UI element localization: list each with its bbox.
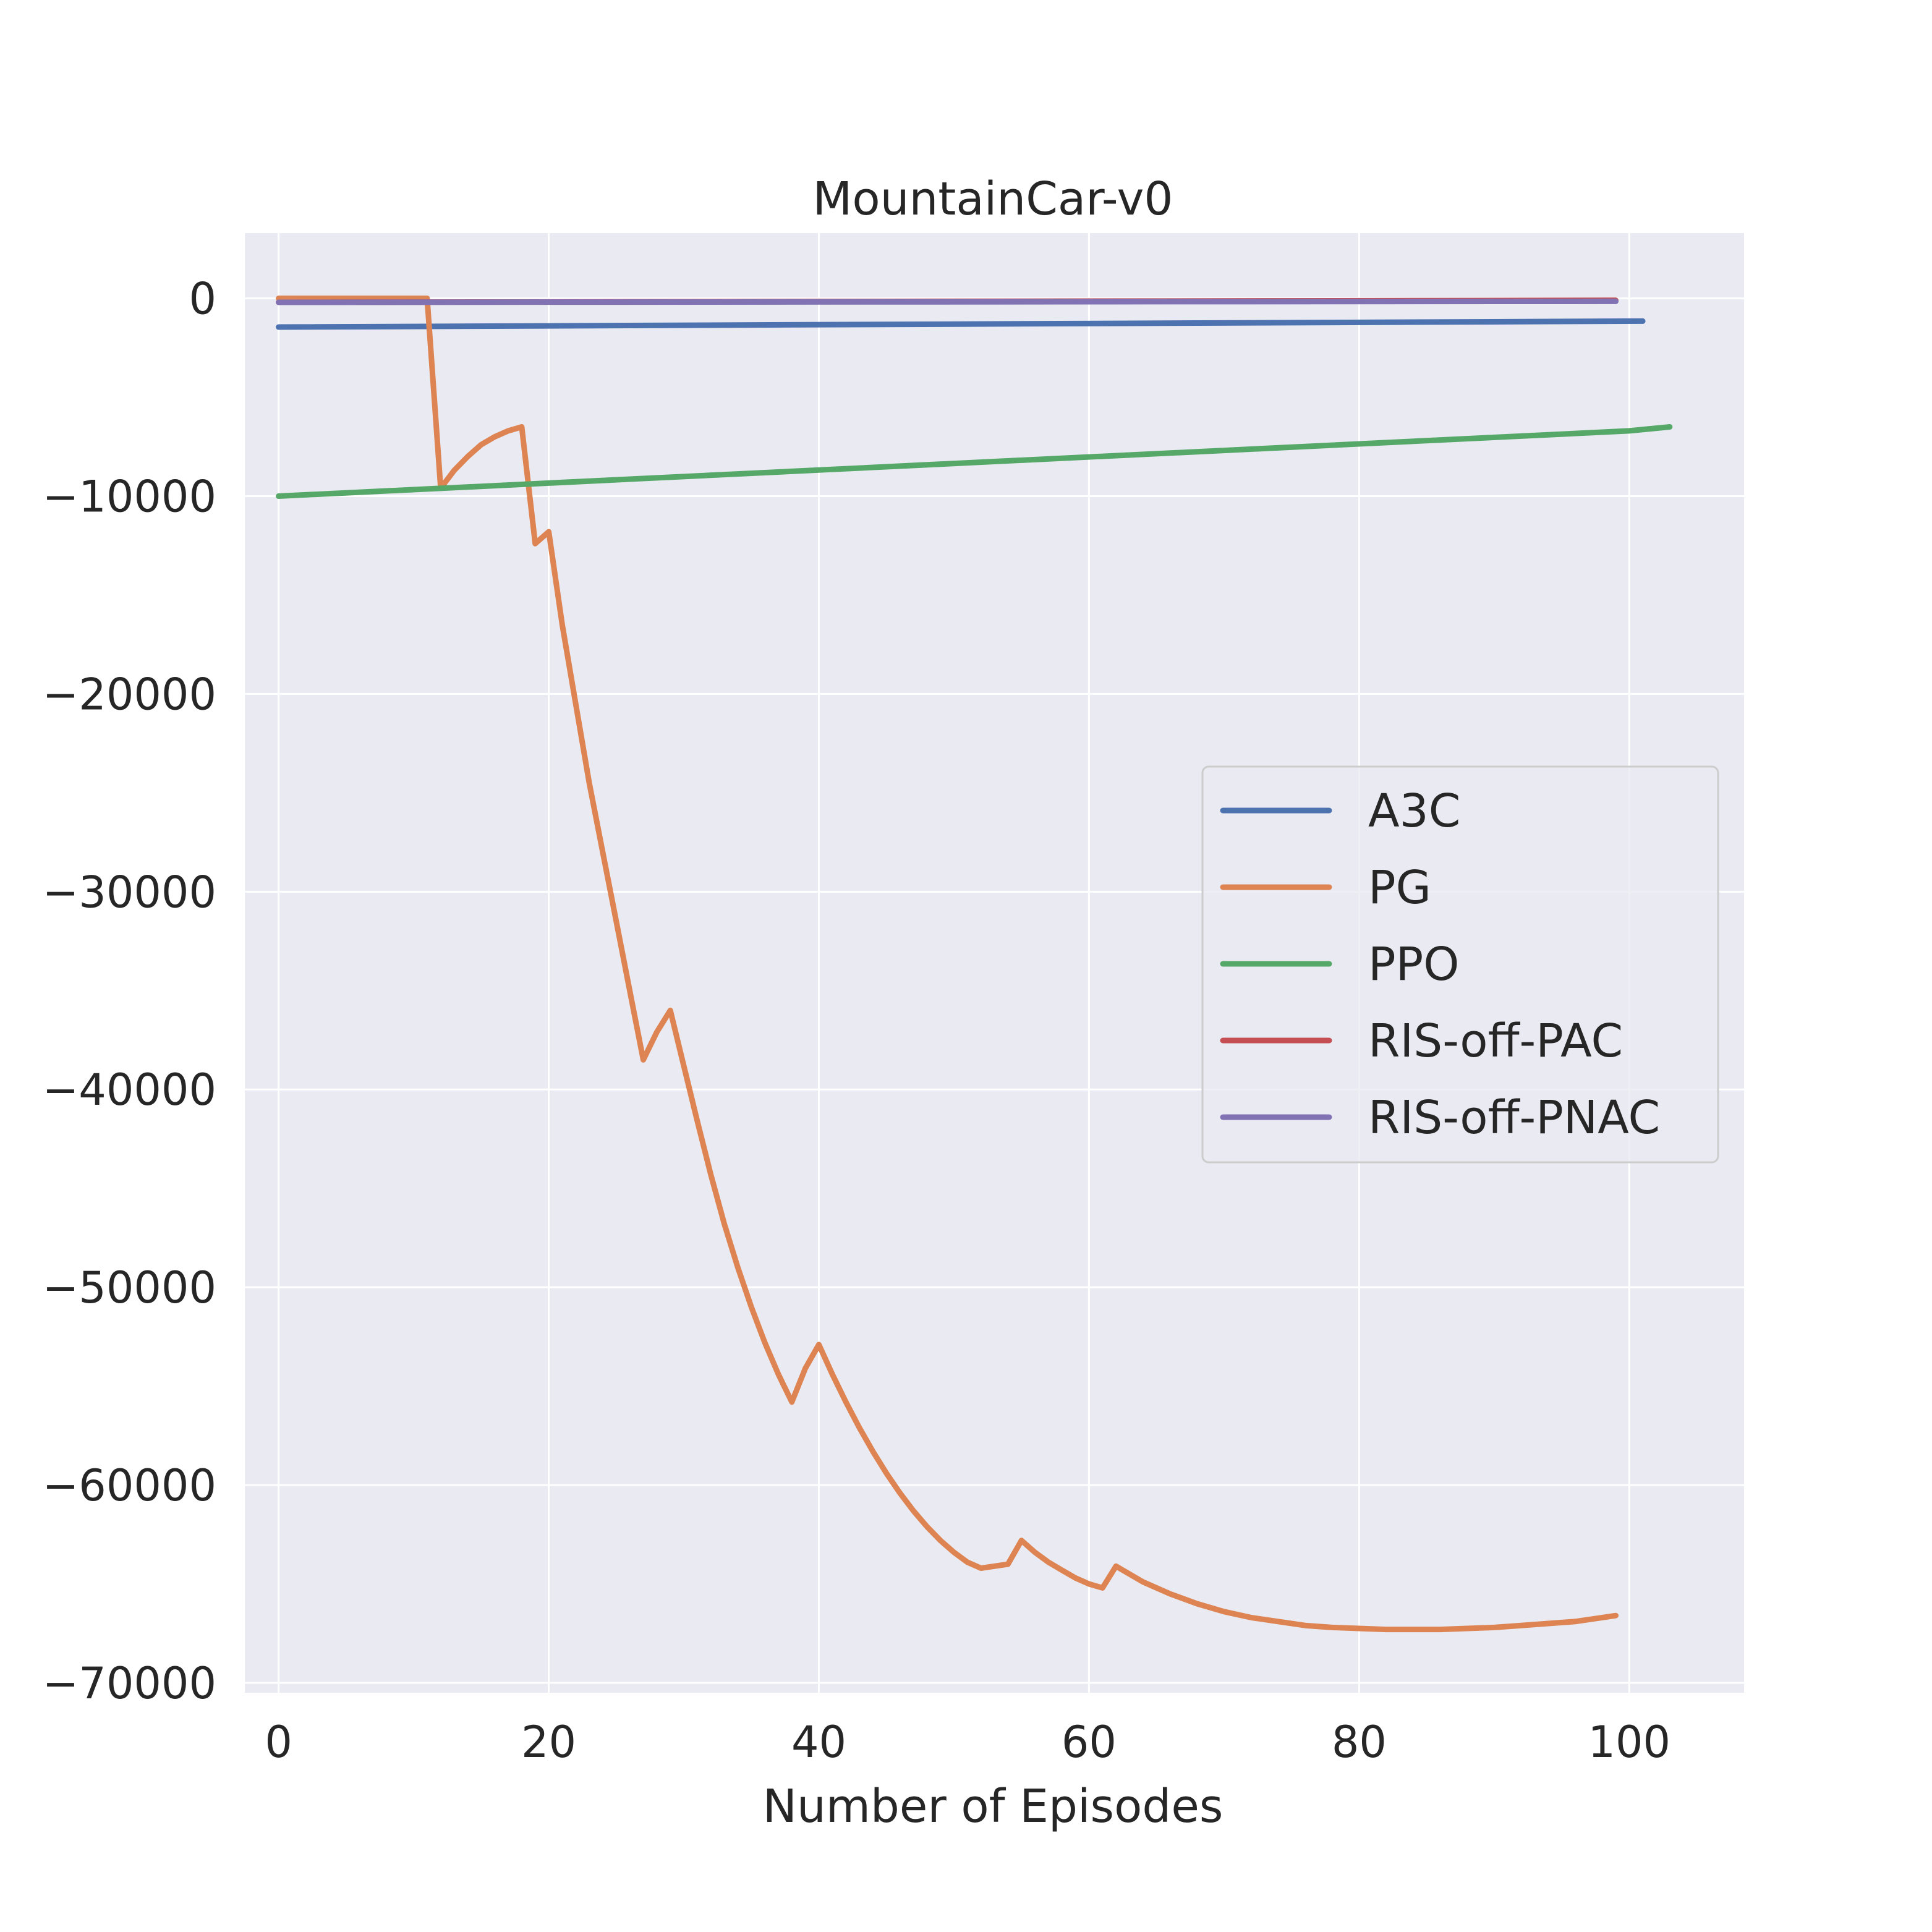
x-tick-label: 20 [521, 1717, 576, 1768]
legend-label-a3c: A3C [1368, 785, 1460, 838]
x-tick-label: 40 [791, 1717, 846, 1768]
y-tick-label: −30000 [43, 867, 216, 917]
y-tick-label: −20000 [43, 669, 216, 720]
y-tick-label: 0 [189, 274, 216, 325]
legend-label-ris-off-pnac: RIS-off-PNAC [1368, 1091, 1660, 1144]
legend-label-ris-off-pac: RIS-off-PAC [1368, 1015, 1623, 1068]
x-tick-label: 0 [265, 1717, 292, 1768]
legend-items: A3C PG PPO RIS-off-PAC RIS-off-PNAC [1220, 785, 1660, 1144]
legend: A3C PG PPO RIS-off-PAC RIS-off-PNAC [1201, 765, 1719, 1164]
legend-label-ppo: PPO [1368, 938, 1460, 991]
y-tick-label: −40000 [43, 1065, 216, 1115]
x-axis-ticks: 0 20 40 60 80 100 [265, 1717, 1670, 1768]
series-line-a3c [276, 318, 1646, 330]
y-tick-label: −10000 [43, 471, 216, 522]
y-tick-label: −60000 [43, 1460, 216, 1511]
y-tick-label: −50000 [43, 1262, 216, 1313]
series-line-pg [276, 296, 1619, 1633]
x-tick-label: 60 [1062, 1717, 1117, 1768]
x-axis-label: Number of Episodes [763, 1780, 1223, 1833]
legend-box [1201, 765, 1719, 1164]
series-line-ppo [276, 424, 1673, 499]
legend-label-pg: PG [1368, 861, 1431, 914]
series-lines [276, 296, 1673, 1633]
y-tick-label: −70000 [43, 1658, 216, 1709]
series-line-ris-off-pnac [276, 298, 1619, 305]
y-axis-ticks: 0 −10000 −20000 −30000 −40000 −50000 −60000 −70… [43, 274, 216, 1709]
x-tick-label: 80 [1332, 1717, 1387, 1768]
x-tick-label: 100 [1588, 1717, 1670, 1768]
chart-title: MountainCar-v0 [812, 172, 1173, 226]
